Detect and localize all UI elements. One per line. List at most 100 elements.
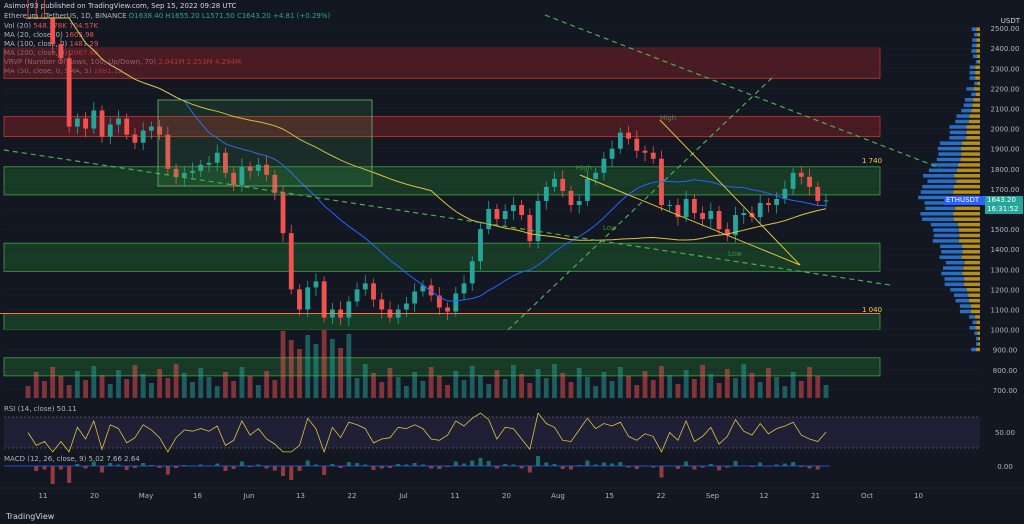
macd-histogram-bar — [676, 466, 680, 469]
candle-body — [379, 299, 384, 309]
volume-profile-bar — [974, 331, 977, 335]
volume-profile-bar — [957, 169, 980, 173]
candle-body — [610, 149, 615, 159]
level-label-1040: 1 040 — [862, 306, 882, 314]
candle-body — [503, 211, 508, 219]
volume-profile-bar — [974, 87, 980, 91]
volume-bar — [363, 364, 368, 398]
candle-body — [815, 187, 820, 201]
volume-bar — [536, 369, 541, 398]
candle-body — [100, 110, 105, 136]
volume-profile-bar — [972, 27, 977, 31]
x-tick-label: Sep — [706, 492, 720, 500]
macd-histogram-bar — [59, 466, 63, 470]
volume-bar — [141, 374, 146, 398]
volume-bar — [281, 331, 286, 398]
candle-body — [618, 133, 623, 149]
volume-bar — [330, 339, 335, 398]
last-price: 1643.20 — [987, 196, 1023, 205]
volume-profile-bar — [969, 76, 975, 80]
volume-bar — [659, 366, 664, 398]
volume-profile-bar — [977, 33, 980, 37]
volume-profile-bar — [964, 277, 980, 281]
y-tick-label: 1000.00 — [991, 327, 1020, 335]
volume-bar — [610, 381, 615, 398]
zone-green — [4, 314, 880, 330]
volume-bar — [67, 385, 72, 398]
macd-histogram-bar — [42, 466, 46, 470]
volume-profile-bar — [974, 33, 977, 37]
volume-profile-bar — [943, 266, 963, 270]
volume-profile-bar — [954, 293, 968, 297]
y-tick-label: 1400.00 — [991, 246, 1020, 254]
volume-bar — [486, 384, 491, 398]
volume-bar — [741, 364, 746, 398]
volume-bar — [182, 373, 187, 398]
candle-body — [495, 209, 500, 219]
volume-bar — [626, 376, 631, 398]
candle-body — [281, 193, 286, 233]
macd-histogram-bar — [536, 456, 540, 466]
volume-profile-bar — [950, 131, 967, 135]
volume-profile-bar — [938, 147, 961, 151]
y-tick-label: 900.00 — [993, 347, 1018, 355]
volume-bar — [133, 365, 138, 398]
y-tick-label: 2000.00 — [991, 126, 1020, 134]
volume-profile-bar — [965, 261, 980, 265]
x-tick-label: 20 — [502, 492, 511, 500]
volume-bar — [750, 373, 755, 398]
volume-bar — [445, 385, 450, 398]
volume-bar — [346, 334, 351, 398]
candle-body — [91, 110, 96, 128]
volume-profile-bar — [977, 38, 980, 42]
volume-profile-bar — [969, 299, 980, 303]
candle-body — [486, 209, 491, 229]
tradingview-logo[interactable]: TradingView — [6, 512, 54, 521]
volume-bar — [815, 376, 820, 398]
candle-body — [511, 205, 516, 211]
candle-body — [626, 133, 631, 139]
volume-bar — [338, 348, 343, 398]
macd-histogram-bar — [437, 466, 441, 469]
macd-histogram-bar — [51, 466, 55, 484]
volume-bar — [733, 378, 738, 398]
volume-bar — [59, 376, 64, 398]
volume-bar — [643, 371, 648, 398]
volume-profile-bar — [976, 342, 978, 346]
volume-profile-bar — [972, 44, 976, 48]
volume-profile-bar — [945, 277, 965, 281]
volume-bar — [651, 380, 656, 398]
candle-body — [560, 179, 565, 191]
volume-profile-bar — [934, 234, 959, 238]
x-tick-label: 13 — [296, 492, 305, 500]
candle-body — [453, 293, 458, 311]
volume-profile-bar — [929, 169, 957, 173]
volume-profile-bar — [973, 103, 980, 107]
volume-profile-bar — [959, 234, 980, 238]
candle-body — [791, 173, 796, 189]
trendline-dashed — [508, 75, 775, 330]
volume-profile-bar — [976, 93, 980, 97]
y-tick-label: 800.00 — [993, 367, 1018, 375]
candle-body — [59, 44, 64, 58]
volume-bar — [676, 384, 681, 398]
volume-bar — [190, 382, 195, 398]
volume-profile-bar — [978, 342, 980, 346]
volume-profile-bar — [961, 152, 980, 156]
candle-body — [297, 289, 302, 309]
volume-bar — [297, 349, 302, 398]
volume-bar — [429, 367, 434, 398]
candle-body — [585, 179, 590, 201]
volume-profile-bar — [941, 272, 962, 276]
macd-histogram-bar — [487, 461, 491, 466]
macd-histogram-bar — [141, 463, 145, 466]
rsi-axis-label: 50.00 — [995, 429, 1015, 437]
y-tick-label: 1100.00 — [991, 307, 1020, 315]
volume-bar — [108, 384, 113, 398]
volume-profile-bar — [962, 141, 980, 145]
volume-bar — [157, 369, 162, 398]
volume-bar — [215, 386, 220, 398]
volume-bar — [198, 368, 203, 398]
macd-histogram-bar — [166, 466, 170, 475]
